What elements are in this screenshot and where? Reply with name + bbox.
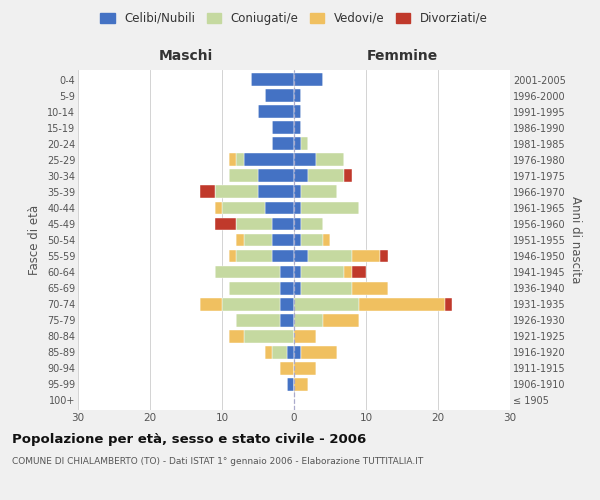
Bar [244,154,294,166]
Y-axis label: Fasce di età: Fasce di età [28,205,41,275]
Bar [258,186,294,198]
Bar [294,106,301,118]
Bar [359,298,445,310]
Bar [272,250,294,262]
Bar [200,186,215,198]
Bar [294,170,308,182]
Bar [244,330,294,342]
Bar [200,298,222,310]
Bar [294,362,316,374]
Bar [301,186,337,198]
Bar [323,314,359,326]
Text: Femmine: Femmine [367,48,437,62]
Bar [294,138,301,150]
Bar [294,73,323,86]
Bar [294,314,323,326]
Bar [265,202,294,214]
Bar [236,234,244,246]
Bar [301,266,344,278]
Bar [215,186,258,198]
Bar [215,202,222,214]
Text: Maschi: Maschi [159,48,213,62]
Bar [265,89,294,102]
Bar [352,250,380,262]
Bar [294,89,301,102]
Bar [344,266,352,278]
Bar [294,234,301,246]
Bar [236,250,272,262]
Bar [229,170,258,182]
Bar [294,266,301,278]
Bar [236,218,272,230]
Bar [229,250,236,262]
Bar [280,282,294,294]
Bar [344,170,352,182]
Bar [272,138,294,150]
Bar [294,154,316,166]
Bar [308,170,344,182]
Bar [308,250,352,262]
Bar [294,218,301,230]
Bar [258,170,294,182]
Bar [294,282,301,294]
Bar [280,314,294,326]
Bar [294,250,308,262]
Text: COMUNE DI CHIALAMBERTO (TO) - Dati ISTAT 1° gennaio 2006 - Elaborazione TUTTITAL: COMUNE DI CHIALAMBERTO (TO) - Dati ISTAT… [12,458,423,466]
Bar [301,346,337,358]
Bar [272,346,287,358]
Bar [222,298,280,310]
Bar [265,346,272,358]
Bar [229,282,280,294]
Bar [236,314,280,326]
Bar [294,186,301,198]
Bar [280,266,294,278]
Bar [272,122,294,134]
Bar [301,282,352,294]
Bar [287,378,294,391]
Bar [301,138,308,150]
Bar [272,234,294,246]
Bar [316,154,344,166]
Bar [294,298,359,310]
Bar [323,234,330,246]
Bar [445,298,452,310]
Bar [294,202,301,214]
Bar [294,122,301,134]
Bar [301,218,323,230]
Bar [258,106,294,118]
Bar [280,362,294,374]
Bar [380,250,388,262]
Bar [301,202,359,214]
Bar [229,330,244,342]
Bar [236,154,244,166]
Bar [301,234,323,246]
Bar [352,282,388,294]
Bar [244,234,272,246]
Bar [251,73,294,86]
Bar [215,218,236,230]
Bar [287,346,294,358]
Bar [280,298,294,310]
Bar [352,266,366,278]
Bar [229,154,236,166]
Y-axis label: Anni di nascita: Anni di nascita [569,196,583,284]
Bar [272,218,294,230]
Bar [294,330,316,342]
Bar [222,202,265,214]
Text: Popolazione per età, sesso e stato civile - 2006: Popolazione per età, sesso e stato civil… [12,432,366,446]
Bar [294,346,301,358]
Legend: Celibi/Nubili, Coniugati/e, Vedovi/e, Divorziati/e: Celibi/Nubili, Coniugati/e, Vedovi/e, Di… [97,8,491,28]
Bar [215,266,280,278]
Bar [294,378,308,391]
